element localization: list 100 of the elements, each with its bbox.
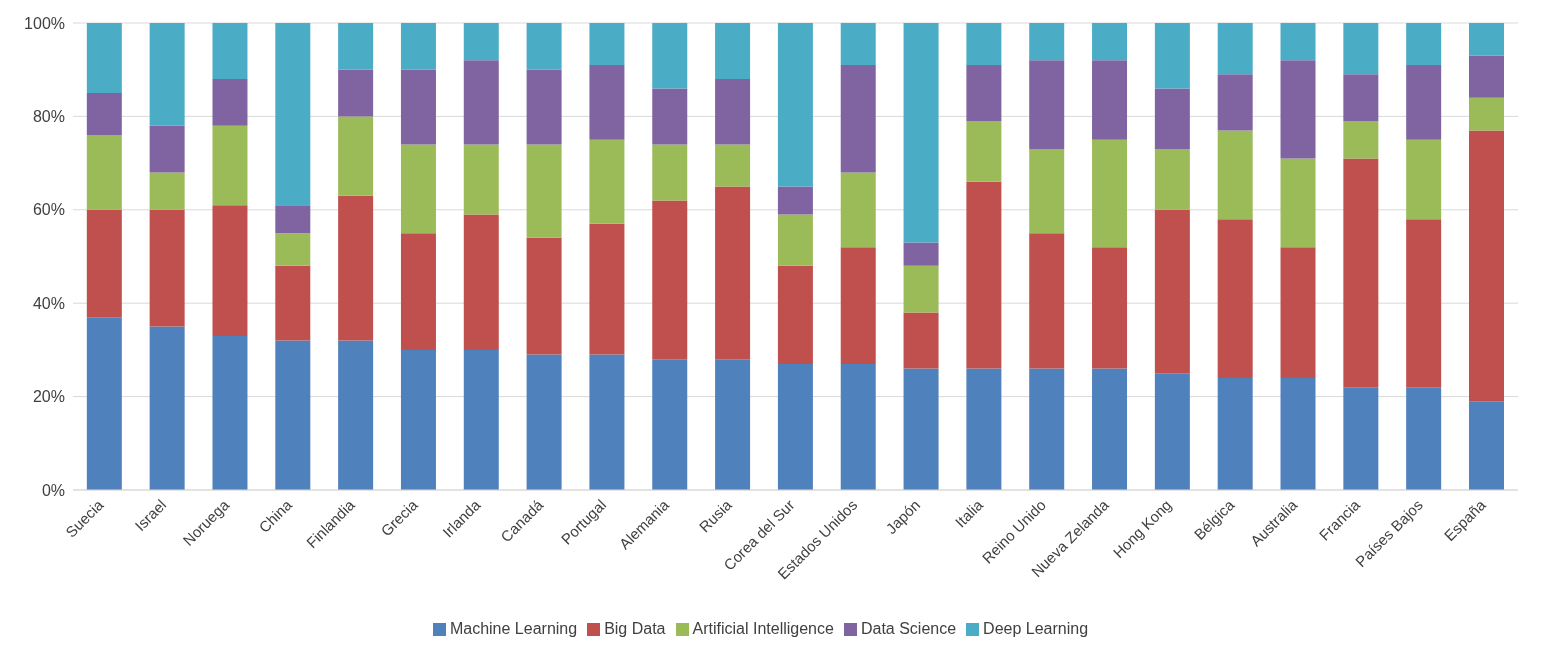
bar bbox=[1029, 233, 1065, 369]
bar bbox=[652, 200, 688, 360]
bar bbox=[1406, 219, 1442, 388]
bar bbox=[1406, 139, 1442, 220]
bar bbox=[149, 172, 185, 210]
bar bbox=[1343, 387, 1379, 490]
bar bbox=[463, 23, 499, 61]
bar bbox=[526, 69, 562, 145]
bar bbox=[463, 214, 499, 350]
bar bbox=[1280, 377, 1316, 490]
bar bbox=[1217, 219, 1253, 378]
bar bbox=[1154, 373, 1190, 490]
bar bbox=[840, 65, 876, 173]
bar bbox=[1280, 60, 1316, 159]
bar bbox=[1406, 65, 1442, 140]
bar bbox=[212, 23, 248, 80]
bar bbox=[1406, 387, 1442, 490]
bar bbox=[338, 69, 374, 117]
bar bbox=[1092, 247, 1128, 369]
bar bbox=[966, 121, 1002, 182]
bar bbox=[1092, 23, 1128, 61]
bar bbox=[652, 23, 688, 89]
legend-label: Artificial Intelligence bbox=[692, 620, 834, 637]
y-tick-label: 60% bbox=[32, 201, 65, 219]
bar bbox=[86, 135, 122, 210]
bar bbox=[589, 354, 625, 490]
bar bbox=[1029, 149, 1065, 234]
bar bbox=[86, 93, 122, 136]
bar bbox=[777, 363, 813, 490]
bar bbox=[1343, 23, 1379, 75]
bar bbox=[1217, 23, 1253, 75]
bar bbox=[1343, 74, 1379, 122]
bar bbox=[212, 205, 248, 336]
bar bbox=[715, 79, 751, 145]
bar bbox=[149, 125, 185, 173]
y-tick-label: 40% bbox=[32, 294, 65, 312]
bar bbox=[1029, 23, 1065, 61]
bar bbox=[777, 214, 813, 266]
bar bbox=[777, 265, 813, 364]
bar bbox=[275, 265, 311, 341]
bar bbox=[966, 65, 1002, 122]
bar bbox=[1217, 130, 1253, 220]
bar bbox=[86, 209, 122, 318]
bar bbox=[212, 335, 248, 490]
bar bbox=[338, 195, 374, 341]
bar bbox=[777, 23, 813, 187]
bar bbox=[1469, 97, 1504, 131]
bar bbox=[589, 65, 625, 140]
bar bbox=[966, 23, 1002, 66]
bar bbox=[400, 69, 436, 145]
bar bbox=[589, 23, 625, 66]
bar bbox=[715, 186, 751, 360]
bar bbox=[149, 209, 185, 327]
legend-label: Machine Learning bbox=[449, 620, 578, 637]
bar bbox=[1280, 158, 1316, 248]
bar bbox=[903, 242, 939, 266]
bar bbox=[86, 23, 122, 94]
bar bbox=[400, 23, 436, 70]
bar bbox=[338, 116, 374, 196]
bar bbox=[526, 354, 562, 490]
bar bbox=[1154, 149, 1190, 210]
y-tick-label: 100% bbox=[24, 14, 65, 32]
bar bbox=[903, 368, 939, 490]
bar bbox=[275, 340, 311, 490]
bar bbox=[1469, 130, 1504, 402]
bar bbox=[777, 186, 813, 215]
bar bbox=[840, 363, 876, 490]
bar bbox=[966, 368, 1002, 490]
bar bbox=[463, 349, 499, 490]
bar bbox=[212, 125, 248, 206]
bar bbox=[1029, 368, 1065, 490]
bar bbox=[1154, 23, 1190, 89]
bar bbox=[400, 349, 436, 490]
bar bbox=[966, 181, 1002, 369]
bar bbox=[1154, 88, 1190, 150]
bar bbox=[1469, 401, 1504, 490]
bar bbox=[275, 233, 311, 266]
bar bbox=[338, 340, 374, 490]
bar bbox=[1469, 55, 1504, 98]
bar bbox=[275, 205, 311, 234]
legend-label: Data Science bbox=[860, 620, 957, 637]
bar bbox=[1343, 121, 1379, 159]
bar bbox=[903, 265, 939, 313]
bar bbox=[840, 247, 876, 364]
bar bbox=[86, 317, 122, 490]
bar bbox=[463, 60, 499, 145]
legend-label: Deep Learning bbox=[983, 620, 1089, 637]
bar bbox=[589, 223, 625, 355]
bar bbox=[903, 312, 939, 369]
bar bbox=[1343, 158, 1379, 388]
bar bbox=[1469, 23, 1504, 56]
bar bbox=[149, 23, 185, 126]
bar bbox=[903, 23, 939, 243]
bar bbox=[1092, 60, 1128, 140]
bar bbox=[652, 144, 688, 201]
bar bbox=[212, 79, 248, 126]
bar bbox=[526, 23, 562, 70]
bar bbox=[400, 144, 436, 234]
y-tick-label: 80% bbox=[32, 108, 65, 126]
bar bbox=[840, 23, 876, 66]
